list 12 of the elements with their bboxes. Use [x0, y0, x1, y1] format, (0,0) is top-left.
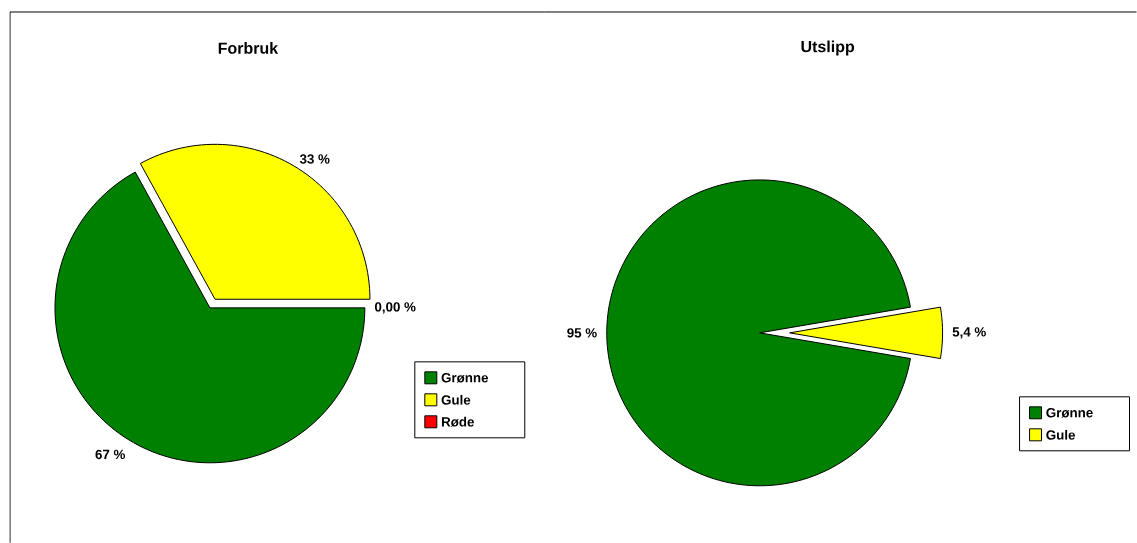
data-label: 33 %: [299, 154, 330, 164]
legend-label: Gule: [1046, 429, 1075, 440]
data-label: 5,4 %: [952, 327, 986, 339]
data-label: 67 %: [95, 449, 126, 459]
data-label: 95 %: [567, 328, 597, 338]
chart-title: Forbruk: [218, 41, 279, 54]
text: 0,00 %: [374, 302, 416, 314]
chart-title: Utslipp: [801, 40, 855, 56]
legend-label: Grønne: [1046, 407, 1093, 418]
legend-label: Røde: [441, 416, 474, 427]
legend-label: Grønne: [441, 372, 489, 383]
legend-label: Gule: [441, 394, 471, 405]
